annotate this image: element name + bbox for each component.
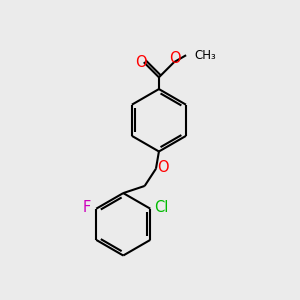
Text: O: O: [136, 55, 147, 70]
Text: CH₃: CH₃: [194, 49, 216, 62]
Text: Cl: Cl: [154, 200, 169, 215]
Text: O: O: [157, 160, 168, 175]
Text: F: F: [82, 200, 91, 215]
Text: O: O: [169, 51, 181, 66]
